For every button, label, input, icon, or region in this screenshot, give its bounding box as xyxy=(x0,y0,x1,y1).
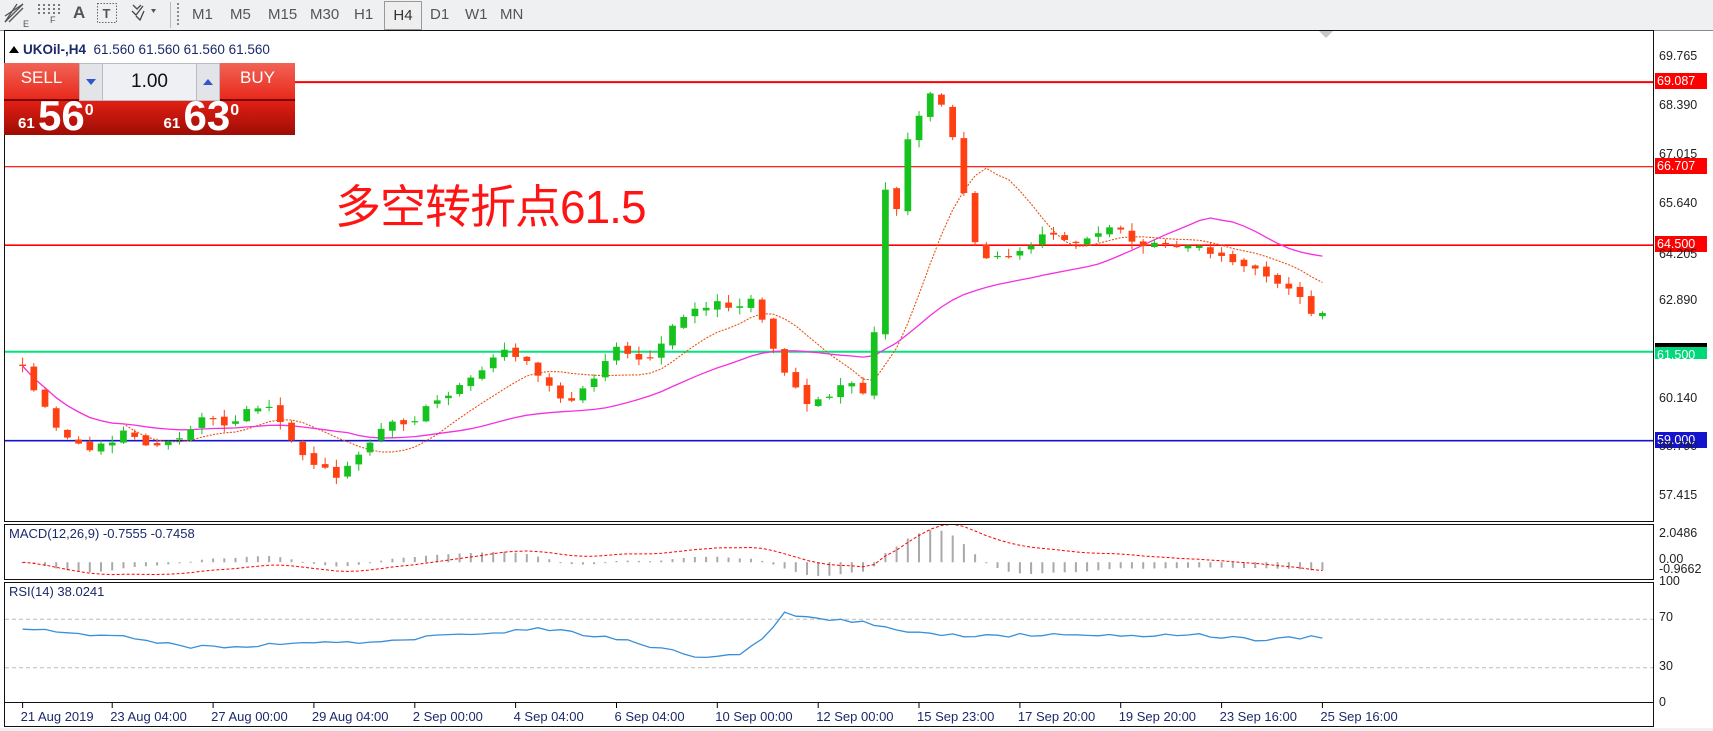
svg-text:E: E xyxy=(23,19,29,28)
svg-text:T: T xyxy=(103,6,111,21)
svg-text:F: F xyxy=(50,15,56,24)
